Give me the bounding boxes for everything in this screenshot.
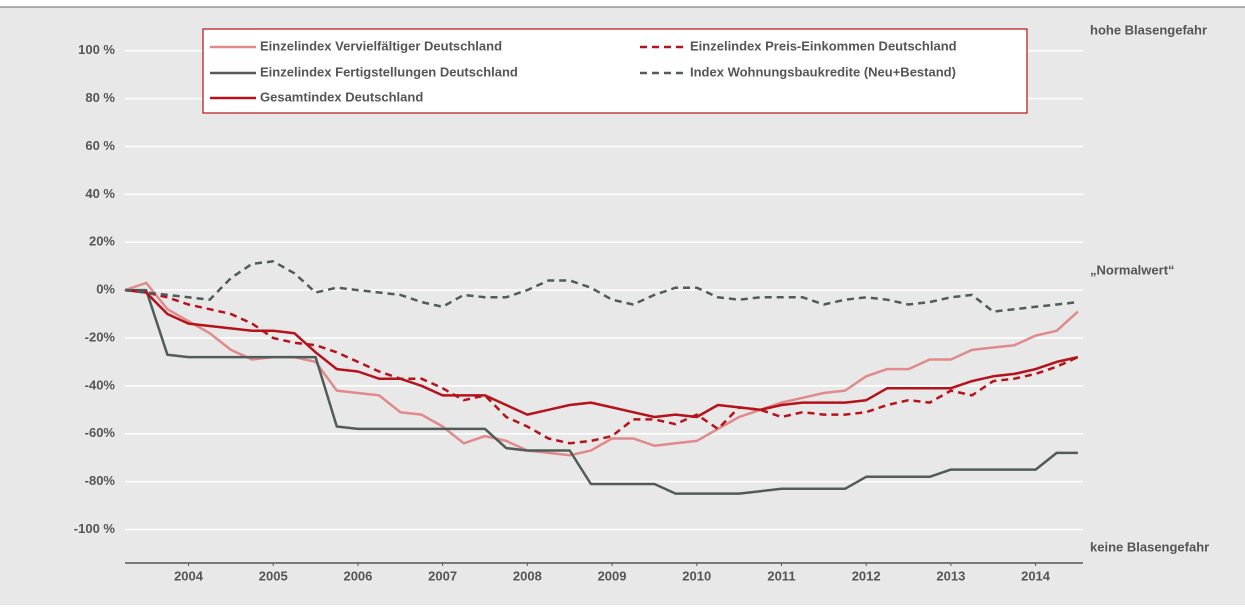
x-tick-label: 2010 — [682, 568, 711, 583]
legend-label: Gesamtindex Deutschland — [260, 89, 423, 104]
x-tick-label: 2008 — [513, 568, 542, 583]
x-tick-label: 2006 — [343, 568, 372, 583]
x-tick-label: 2004 — [174, 568, 204, 583]
y-tick-label: -40% — [85, 377, 116, 392]
series-line — [124, 288, 1079, 419]
y-tick-label: -20% — [85, 329, 116, 344]
series-line — [125, 288, 1078, 495]
legend-box — [202, 28, 1028, 114]
y-tick-label: 40 % — [85, 186, 115, 201]
x-tick-label: 2011 — [767, 568, 795, 583]
x-tick-label: 2012 — [852, 568, 881, 583]
annotation: keine Blasengefahr — [1090, 539, 1209, 554]
legend-label: Index Wohnungsbaukredite (Neu+Bestand) — [690, 64, 956, 79]
series-line — [124, 260, 1079, 313]
y-tick-label: -100 % — [74, 521, 116, 536]
x-tick-label: 2009 — [598, 568, 627, 583]
y-tick-label: 20% — [89, 234, 115, 249]
y-tick-label: 0% — [96, 282, 115, 297]
x-tick-label: 2014 — [1021, 568, 1051, 583]
y-tick-label: 60 % — [85, 138, 115, 153]
x-tick-label: 2013 — [936, 568, 965, 583]
x-tick-label: 2005 — [259, 568, 288, 583]
annotation: „Normalwert“ — [1090, 262, 1175, 277]
y-tick-label: 100 % — [78, 42, 115, 57]
legend-label: Einzelindex Preis-Einkommen Deutschland — [690, 38, 957, 53]
y-tick-label: 80 % — [85, 90, 115, 105]
legend-label: Einzelindex Fertigstellungen Deutschland — [260, 64, 518, 79]
series-line — [124, 288, 1079, 445]
y-tick-label: -80% — [85, 473, 116, 488]
legend-label: Einzelindex Vervielfältiger Deutschland — [260, 38, 502, 53]
annotation: hohe Blasengefahr — [1090, 22, 1207, 37]
y-tick-label: -60% — [85, 425, 116, 440]
x-tick-label: 2007 — [428, 568, 457, 583]
